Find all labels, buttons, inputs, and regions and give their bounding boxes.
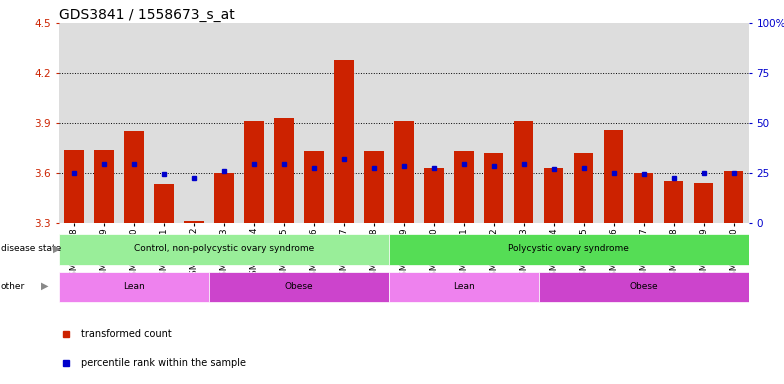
Bar <box>574 153 593 223</box>
Bar <box>389 234 749 265</box>
Text: Obese: Obese <box>285 282 313 291</box>
Text: Lean: Lean <box>123 282 145 291</box>
Bar <box>94 149 114 223</box>
Text: ▶: ▶ <box>41 281 49 291</box>
Bar <box>274 118 293 223</box>
Bar <box>184 221 204 223</box>
Bar <box>484 153 503 223</box>
Bar <box>539 272 749 302</box>
Bar <box>454 151 474 223</box>
Bar <box>64 149 84 223</box>
Text: Lean: Lean <box>453 282 474 291</box>
Text: Control, non-polycystic ovary syndrome: Control, non-polycystic ovary syndrome <box>133 244 314 253</box>
Bar <box>244 121 263 223</box>
Bar <box>664 181 684 223</box>
Bar <box>634 173 654 223</box>
Text: ▶: ▶ <box>53 244 61 254</box>
Bar <box>59 234 389 265</box>
Bar <box>389 272 539 302</box>
Bar <box>694 183 713 223</box>
Bar <box>214 173 234 223</box>
Bar <box>304 151 324 223</box>
Bar <box>514 121 533 223</box>
Bar <box>424 168 444 223</box>
Bar <box>124 131 143 223</box>
Text: other: other <box>1 281 25 291</box>
Bar <box>154 184 173 223</box>
Bar <box>59 272 209 302</box>
Bar <box>394 121 413 223</box>
Bar <box>209 272 389 302</box>
Bar <box>724 171 743 223</box>
Bar <box>364 151 383 223</box>
Bar <box>604 129 623 223</box>
Text: percentile rank within the sample: percentile rank within the sample <box>81 358 246 368</box>
Text: transformed count: transformed count <box>81 329 172 339</box>
Bar <box>544 168 564 223</box>
Bar <box>334 60 354 223</box>
Text: Obese: Obese <box>630 282 658 291</box>
Text: Polycystic ovary syndrome: Polycystic ovary syndrome <box>508 244 630 253</box>
Text: disease state: disease state <box>1 244 61 253</box>
Text: GDS3841 / 1558673_s_at: GDS3841 / 1558673_s_at <box>59 8 234 22</box>
